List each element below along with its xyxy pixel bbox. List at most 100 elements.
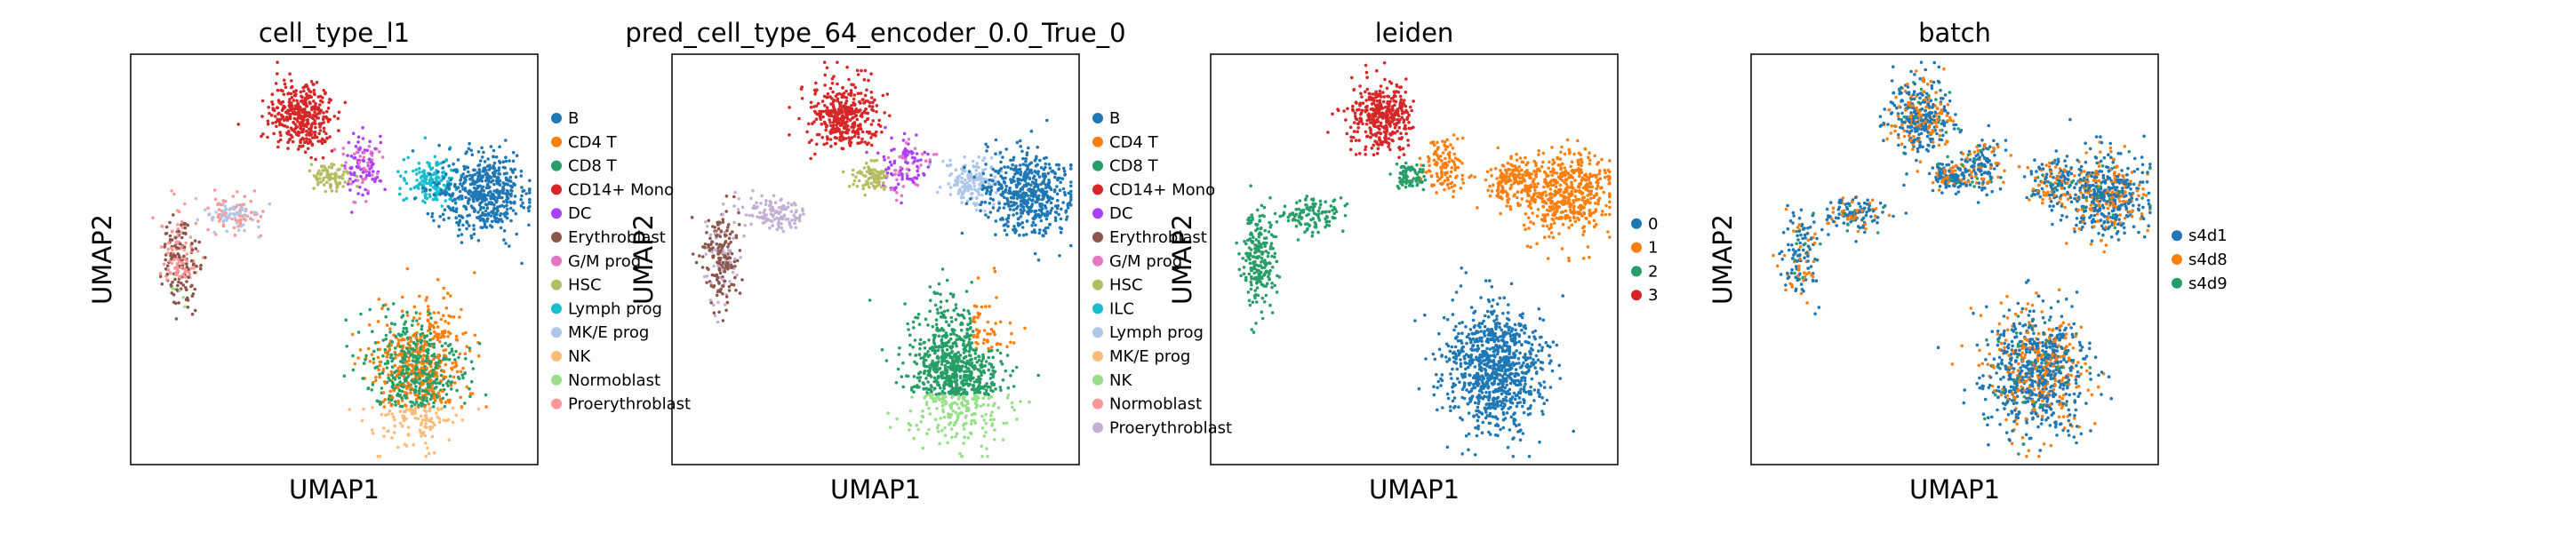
scatter-point xyxy=(942,386,946,391)
scatter-point xyxy=(194,247,198,251)
scatter-point xyxy=(238,209,242,212)
scatter-point xyxy=(762,216,766,220)
scatter-point xyxy=(1069,193,1073,196)
scatter-point xyxy=(405,310,409,314)
scatter-point xyxy=(431,357,436,362)
scatter-point xyxy=(1053,216,1058,219)
scatter-point xyxy=(368,173,372,177)
scatter-point xyxy=(375,171,380,175)
scatter-point xyxy=(836,126,839,130)
scatter-point xyxy=(976,342,980,346)
scatter-point xyxy=(183,274,188,279)
scatter-point xyxy=(954,342,958,346)
scatter-point xyxy=(430,178,435,181)
scatter-point xyxy=(960,195,964,200)
scatter-point xyxy=(236,190,239,194)
scatter-point xyxy=(721,212,724,217)
scatter-point xyxy=(266,119,270,123)
scatter-point xyxy=(330,163,333,166)
scatter-point xyxy=(752,203,756,208)
scatter-point xyxy=(1026,194,1029,198)
scatter-point xyxy=(308,111,311,115)
scatter-point xyxy=(1036,259,1041,262)
scatter-point xyxy=(450,168,453,172)
scatter-point xyxy=(950,350,955,354)
scatter-point xyxy=(329,186,332,190)
scatter-point xyxy=(176,223,180,227)
scatter-point xyxy=(441,314,445,318)
scatter-point xyxy=(468,392,473,396)
scatter-point xyxy=(929,384,933,387)
scatter-point xyxy=(988,211,993,214)
scatter-point xyxy=(414,168,419,171)
scatter-point xyxy=(911,346,915,349)
scatter-point xyxy=(418,182,421,186)
scatter-point xyxy=(888,114,892,118)
legend-marker xyxy=(551,398,562,410)
scatter-point xyxy=(438,215,443,219)
scatter-point xyxy=(393,370,396,375)
scatter-point xyxy=(236,219,241,223)
scatter-point xyxy=(478,208,483,211)
scatter-point xyxy=(217,208,221,211)
scatter-point xyxy=(837,108,841,113)
scatter-point xyxy=(318,129,323,132)
scatter-point xyxy=(780,222,783,226)
scatter-point xyxy=(420,434,423,438)
scatter-point xyxy=(733,275,737,280)
scatter-point xyxy=(383,347,388,352)
scatter-point xyxy=(737,223,741,227)
scatter-point xyxy=(427,372,431,377)
scatter-point xyxy=(760,194,764,198)
scatter-point xyxy=(427,402,431,406)
scatter-point xyxy=(182,245,187,250)
scatter-point xyxy=(428,388,431,393)
scatter-point xyxy=(1048,166,1052,170)
scatter-point xyxy=(422,409,427,412)
scatter-point xyxy=(366,191,370,195)
scatter-point xyxy=(409,400,412,404)
scatter-point xyxy=(976,332,980,337)
scatter-point xyxy=(1069,184,1073,188)
scatter-point xyxy=(429,360,433,363)
scatter-point xyxy=(958,374,963,378)
scatter-point xyxy=(813,111,818,115)
scatter-point xyxy=(469,148,473,153)
scatter-point xyxy=(520,186,524,189)
scatter-point xyxy=(709,243,713,247)
scatter-point xyxy=(727,236,732,241)
scatter-points xyxy=(151,60,532,458)
scatter-point xyxy=(972,335,975,338)
scatter-point xyxy=(823,73,828,77)
scatter-point xyxy=(243,195,247,198)
scatter-point xyxy=(949,427,954,431)
scatter-point xyxy=(895,417,899,421)
scatter-point xyxy=(237,228,241,233)
scatter-point xyxy=(285,125,290,129)
scatter-point xyxy=(355,150,359,155)
scatter-point xyxy=(925,391,929,394)
scatter-point xyxy=(412,305,417,309)
scatter-point xyxy=(481,174,484,178)
scatter-point xyxy=(1061,201,1065,204)
scatter-point xyxy=(421,199,425,203)
scatter-point xyxy=(237,214,242,218)
scatter-point xyxy=(876,179,880,183)
scatter-point xyxy=(724,210,728,213)
scatter-point xyxy=(425,334,429,338)
scatter-point xyxy=(213,197,218,202)
scatter-point xyxy=(987,215,990,219)
scatter-point xyxy=(764,199,768,203)
scatter-point xyxy=(961,379,964,383)
scatter-point xyxy=(177,229,180,234)
scatter-point xyxy=(423,393,428,397)
scatter-point xyxy=(425,399,429,403)
scatter-point xyxy=(809,156,812,161)
scatter-point xyxy=(468,197,471,201)
scatter-point xyxy=(956,363,959,368)
scatter-point xyxy=(438,339,442,344)
scatter-point xyxy=(444,320,447,323)
scatter-point xyxy=(463,352,468,356)
scatter-point xyxy=(860,115,864,118)
